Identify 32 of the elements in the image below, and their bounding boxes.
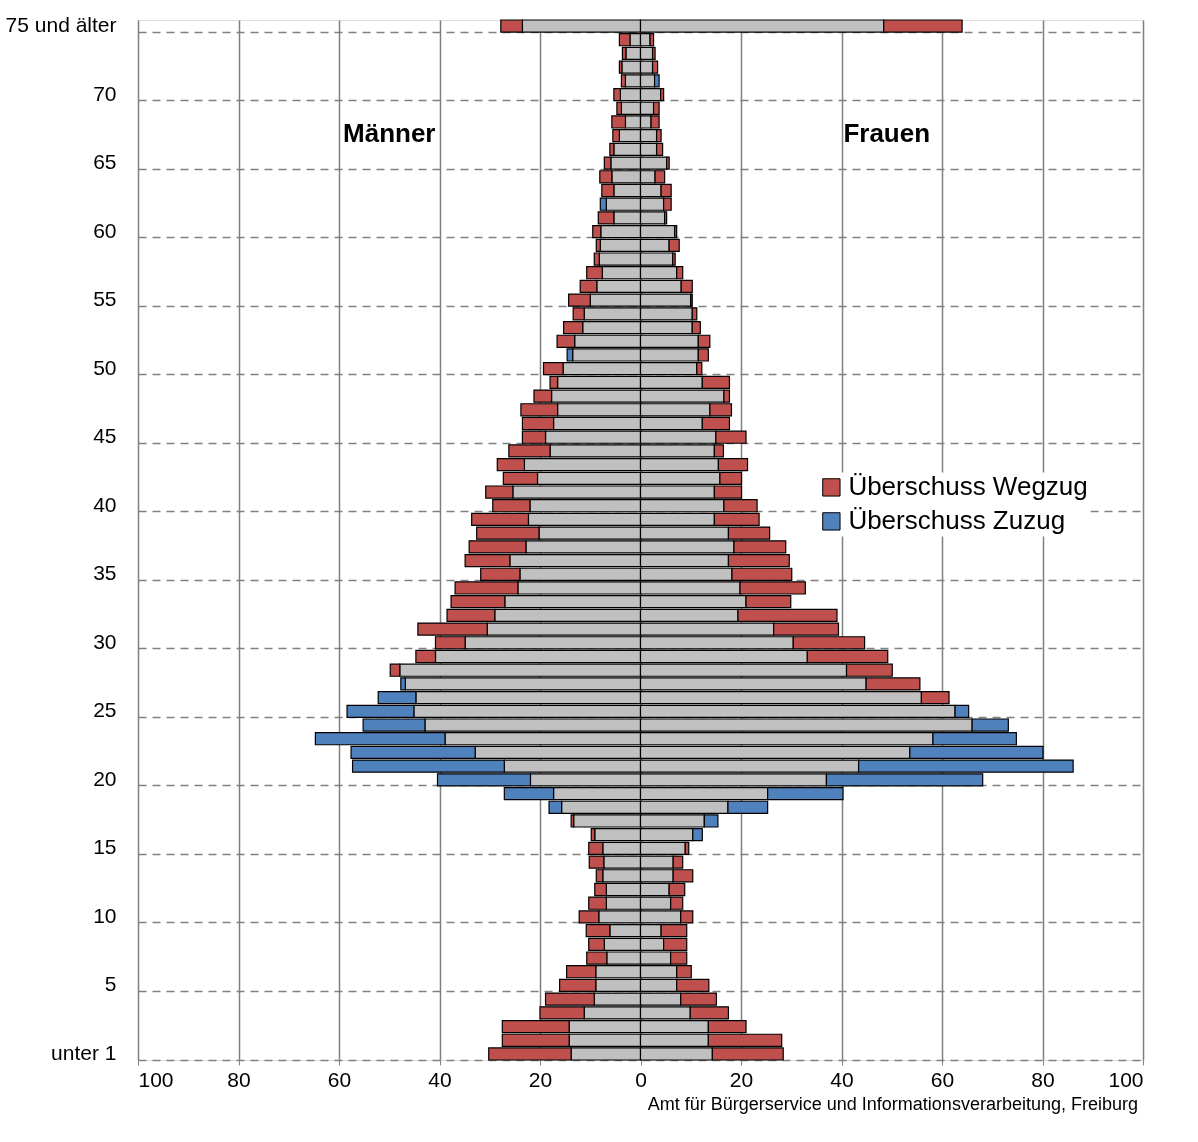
y-tick-label: 10	[93, 903, 117, 927]
x-tick-label: 40	[830, 1067, 854, 1091]
y-tick-label: 75 und älter	[5, 13, 117, 37]
y-tick-label: 20	[93, 766, 117, 790]
y-tick-label: 5	[104, 972, 117, 996]
y-tick-label: 55	[93, 287, 117, 311]
y-tick-label: 45	[93, 424, 117, 448]
x-tick-label: 40	[428, 1067, 452, 1091]
y-tick-label: 40	[93, 492, 117, 516]
legend-label: Überschuss Wegzug	[848, 471, 1088, 502]
y-tick-label: 65	[93, 150, 117, 174]
x-tick-label: 60	[327, 1067, 352, 1091]
legend-label: Überschuss Zuzug	[848, 505, 1066, 536]
x-tick-label: 80	[1031, 1067, 1055, 1091]
x-tick-label: 60	[930, 1067, 955, 1091]
y-tick-label: 15	[93, 835, 117, 859]
y-tick-label: 35	[93, 561, 117, 585]
y-tick-label: 70	[93, 81, 117, 105]
y-tick-label: 60	[93, 218, 117, 242]
x-tick-label: 0	[635, 1067, 647, 1091]
y-tick-label: 25	[93, 698, 117, 722]
x-tick-label: 100	[1108, 1067, 1144, 1091]
x-tick-label: 20	[729, 1067, 754, 1091]
y-tick-label: 50	[93, 355, 117, 379]
x-tick-label: 20	[528, 1067, 553, 1091]
y-tick-label: unter 1	[51, 1040, 117, 1064]
annotation: Männer	[343, 118, 436, 149]
x-tick-label: 100	[138, 1067, 174, 1091]
x-tick-label: 80	[227, 1067, 251, 1091]
text: Amt für Bürgerservice und Informationsverarbeitung, Freiburg	[647, 1093, 1138, 1114]
y-tick-label: 30	[93, 629, 117, 653]
annotation: Frauen	[843, 118, 931, 149]
